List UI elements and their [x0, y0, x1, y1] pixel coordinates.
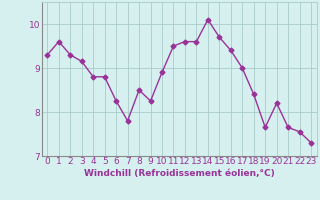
X-axis label: Windchill (Refroidissement éolien,°C): Windchill (Refroidissement éolien,°C)	[84, 169, 275, 178]
